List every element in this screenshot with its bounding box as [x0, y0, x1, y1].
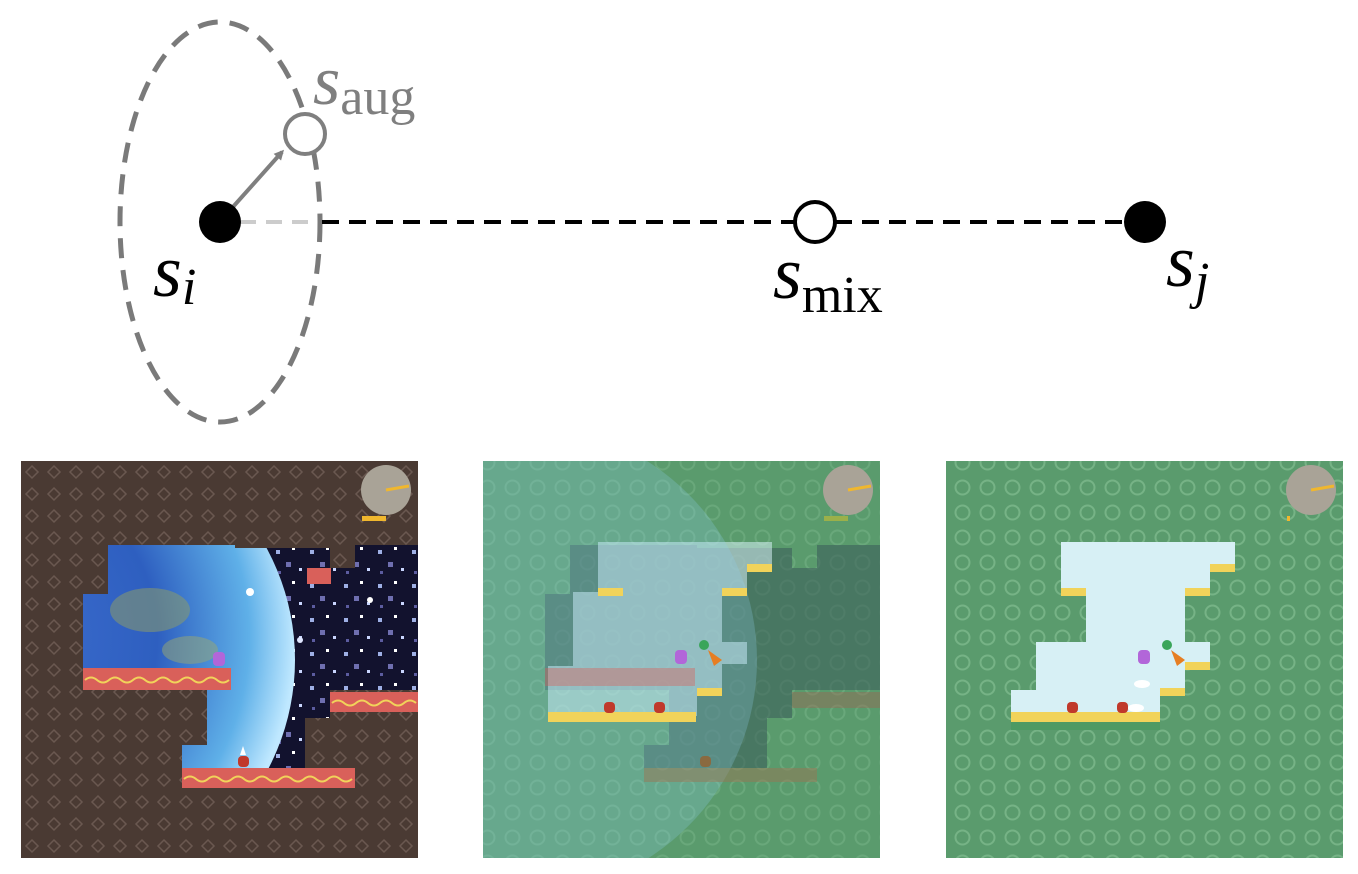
label-s-j: sj [1166, 221, 1209, 310]
platform-right [330, 692, 418, 712]
panel-state-mix [483, 461, 880, 858]
augmentation-ellipse [117, 19, 323, 425]
bunny-character [213, 652, 225, 666]
platform-small [307, 568, 331, 584]
label-s-mix: smix [773, 233, 883, 324]
sky-region [1011, 542, 1235, 716]
augmentation-arrow [230, 149, 284, 210]
point-s-mix [793, 200, 837, 244]
point-s-i [199, 201, 241, 243]
label-s-i: si [153, 231, 196, 316]
bunny-character [1138, 650, 1150, 664]
bunny-character [675, 650, 687, 664]
panel-state-i [21, 461, 418, 858]
label-s-aug: saug [313, 43, 415, 126]
platform-bottom [182, 768, 355, 788]
point-s-j [1124, 201, 1166, 243]
point-s-aug [283, 112, 327, 156]
panel-state-j [946, 461, 1343, 858]
